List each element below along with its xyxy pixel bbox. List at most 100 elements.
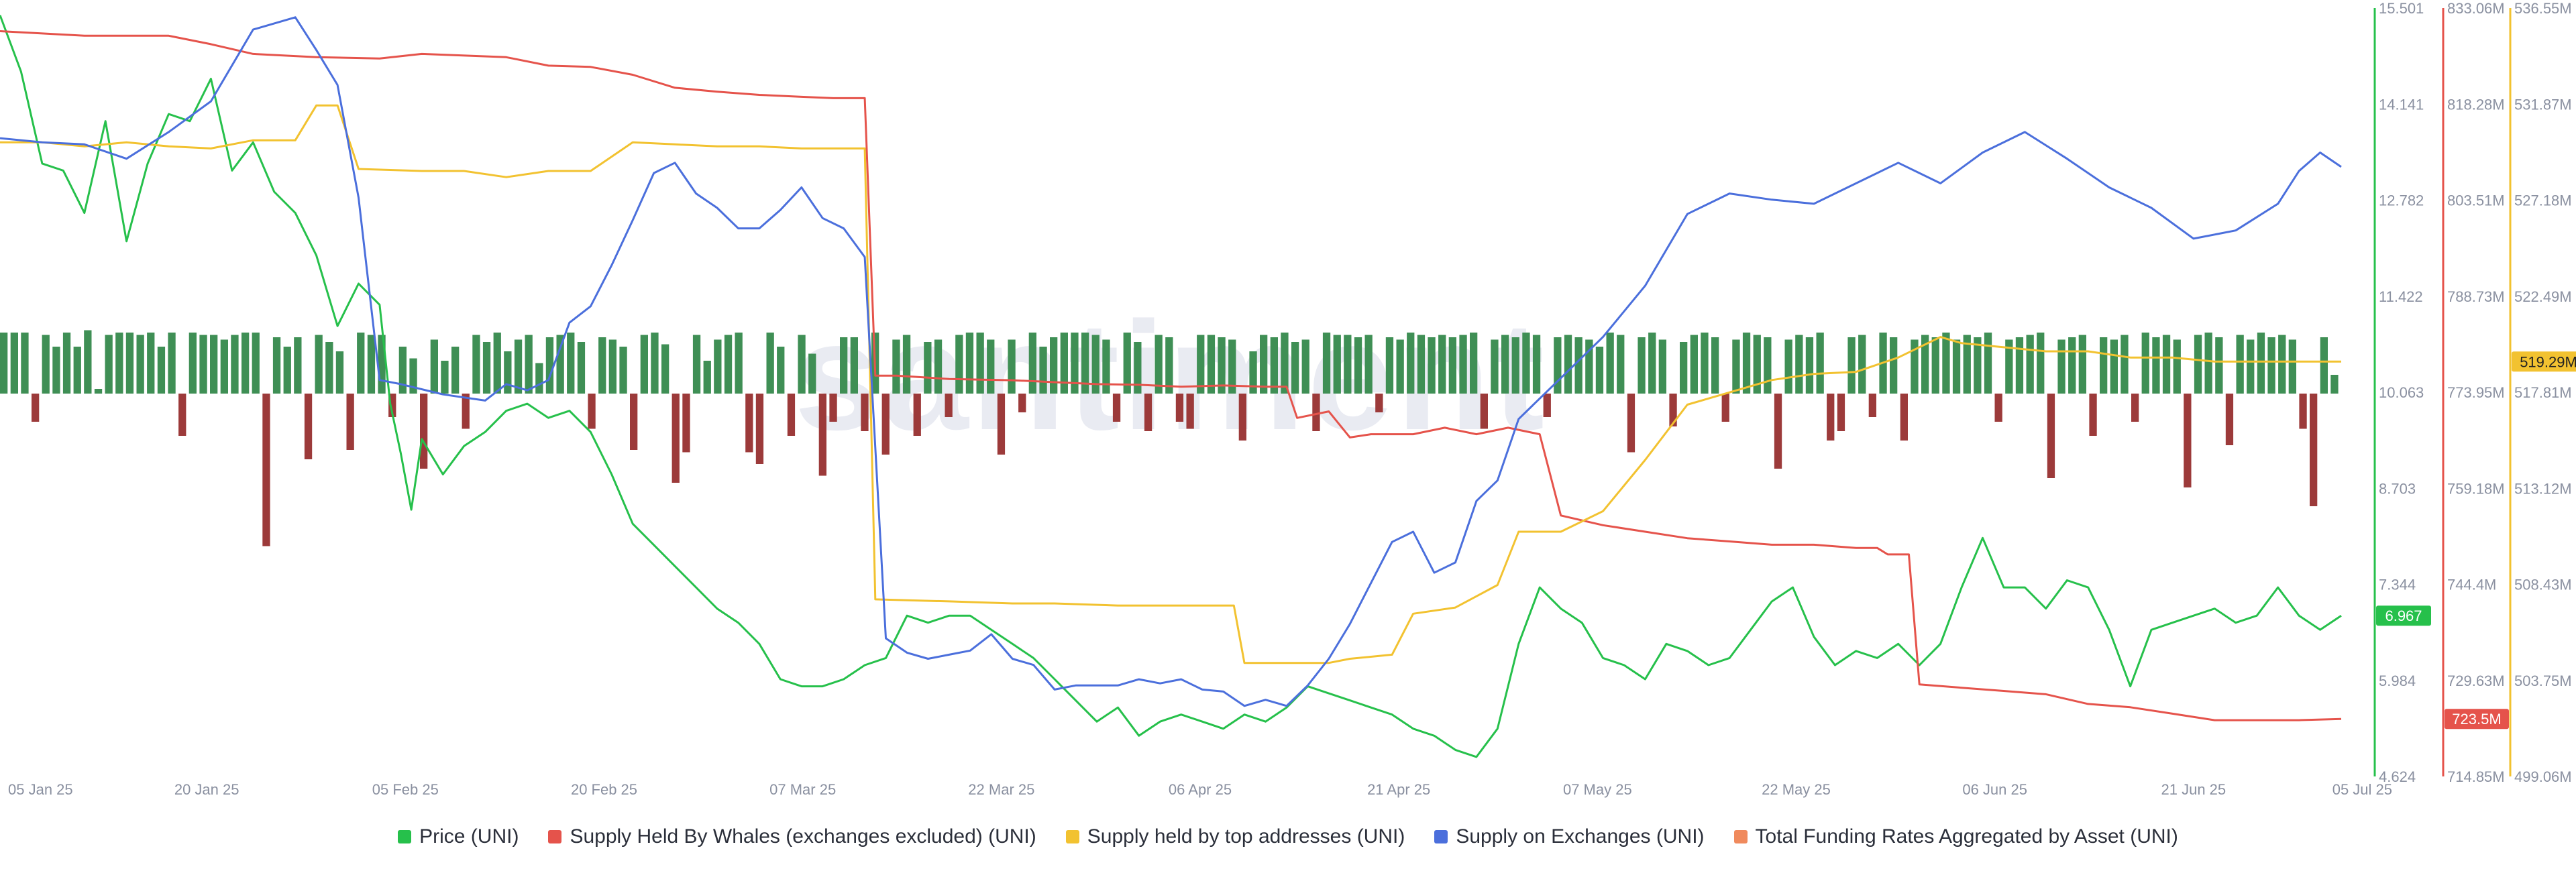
funding-bar bbox=[924, 342, 932, 394]
funding-bar bbox=[2278, 335, 2286, 394]
funding-bar bbox=[462, 394, 470, 429]
funding-bar bbox=[818, 394, 826, 476]
funding-bar bbox=[1805, 337, 1814, 394]
funding-bar bbox=[2194, 335, 2202, 394]
funding-bar bbox=[1658, 339, 1666, 394]
value-badge bbox=[2445, 709, 2509, 730]
funding-bar bbox=[346, 394, 354, 450]
funding-bar bbox=[2078, 335, 2086, 394]
funding-bar bbox=[881, 394, 890, 455]
funding-bar bbox=[1574, 337, 1582, 394]
x-tick-label: 06 Jun 25 bbox=[1962, 781, 2027, 798]
funding-bar bbox=[535, 363, 543, 394]
funding-bar bbox=[1606, 333, 1614, 394]
funding-bar bbox=[1123, 333, 1131, 394]
funding-bar bbox=[304, 394, 313, 459]
funding-bar bbox=[619, 347, 627, 394]
funding-bar bbox=[398, 347, 407, 394]
funding-bar bbox=[861, 394, 869, 431]
funding-bar bbox=[241, 333, 250, 394]
funding-bar bbox=[2173, 339, 2181, 394]
legend-item[interactable]: Price (UNI) bbox=[398, 825, 519, 848]
series-line-3 bbox=[0, 16, 2342, 707]
axis-tick-label: 803.51M bbox=[2447, 192, 2505, 209]
funding-bar bbox=[714, 339, 722, 394]
funding-bar bbox=[997, 394, 1006, 455]
funding-bar bbox=[1344, 335, 1352, 394]
legend-item[interactable]: Supply on Exchanges (UNI) bbox=[1434, 825, 1705, 848]
funding-bar bbox=[682, 394, 690, 453]
funding-bar bbox=[504, 351, 512, 394]
funding-bar bbox=[1795, 335, 1803, 394]
funding-bar bbox=[1238, 394, 1246, 441]
axis-tick-label: 531.87M bbox=[2514, 96, 2572, 113]
legend-label: Total Funding Rates Aggregated by Asset … bbox=[1755, 825, 2178, 848]
funding-bar bbox=[2215, 337, 2223, 394]
value-badge-label: 723.5M bbox=[2452, 711, 2501, 727]
legend-item[interactable]: Supply held by top addresses (UNI) bbox=[1065, 825, 1405, 848]
funding-bar bbox=[430, 339, 438, 394]
legend-swatch bbox=[1733, 830, 1748, 843]
funding-bar bbox=[1396, 339, 1404, 394]
series-line-2 bbox=[0, 104, 2341, 664]
funding-bar bbox=[189, 333, 197, 394]
funding-bar bbox=[1165, 337, 1173, 394]
funding-bar bbox=[2089, 394, 2097, 436]
funding-bar bbox=[1301, 339, 1309, 394]
series-line-1 bbox=[0, 30, 2342, 721]
funding-bar bbox=[378, 335, 386, 394]
x-tick-label: 05 Jan 25 bbox=[8, 781, 73, 798]
funding-bar bbox=[2267, 337, 2275, 394]
funding-bar bbox=[808, 353, 816, 394]
funding-bar bbox=[892, 339, 900, 394]
funding-bar bbox=[451, 347, 460, 394]
funding-bar bbox=[2330, 375, 2339, 394]
funding-bar bbox=[2141, 333, 2149, 394]
funding-bar bbox=[21, 333, 29, 394]
funding-bar bbox=[325, 342, 333, 394]
funding-bar bbox=[210, 335, 218, 394]
funding-bar bbox=[1648, 333, 1656, 394]
value-badge bbox=[2512, 351, 2576, 372]
axis-tick-label: 12.782 bbox=[2379, 192, 2424, 209]
funding-bar bbox=[902, 335, 911, 394]
funding-bar bbox=[1774, 394, 1782, 469]
funding-bar bbox=[525, 335, 533, 394]
funding-bar bbox=[755, 394, 764, 464]
funding-bar bbox=[2247, 339, 2255, 394]
funding-bar bbox=[787, 394, 796, 436]
series-line-0 bbox=[0, 15, 2342, 758]
funding-bar bbox=[1144, 394, 1152, 431]
funding-bar bbox=[2152, 337, 2160, 394]
funding-bar bbox=[272, 337, 281, 394]
axis-tick-label: 714.85M bbox=[2447, 768, 2505, 785]
legend-label: Supply Held By Whales (exchanges exclude… bbox=[570, 825, 1036, 848]
funding-bar bbox=[1984, 333, 1992, 394]
axis-tick-label: 14.141 bbox=[2379, 96, 2424, 113]
legend-item[interactable]: Supply Held By Whales (exchanges exclude… bbox=[548, 825, 1036, 848]
legend-swatch bbox=[398, 830, 412, 843]
funding-bar bbox=[1354, 337, 1362, 394]
funding-bar bbox=[2288, 339, 2296, 394]
axis-tick-label: 508.43M bbox=[2514, 577, 2572, 593]
funding-bar bbox=[1364, 335, 1373, 394]
legend-label: Price (UNI) bbox=[419, 825, 519, 848]
x-tick-label: 20 Jan 25 bbox=[174, 781, 239, 798]
funding-bar bbox=[1417, 335, 1426, 394]
funding-bar bbox=[1690, 335, 1698, 394]
funding-bar bbox=[1155, 335, 1163, 394]
funding-bar bbox=[1428, 337, 1436, 394]
funding-bar bbox=[829, 394, 837, 422]
funding-bar bbox=[1858, 335, 1866, 394]
funding-bar bbox=[1522, 333, 1530, 394]
funding-bar bbox=[1868, 394, 1876, 417]
funding-bar bbox=[1470, 333, 1478, 394]
funding-bar bbox=[1060, 333, 1068, 394]
funding-bar bbox=[231, 335, 239, 394]
funding-bar bbox=[1322, 333, 1331, 394]
legend-item[interactable]: Total Funding Rates Aggregated by Asset … bbox=[1733, 825, 2178, 848]
funding-bar bbox=[1564, 335, 1572, 394]
funding-bar bbox=[1617, 335, 1625, 394]
funding-bar bbox=[934, 339, 943, 394]
